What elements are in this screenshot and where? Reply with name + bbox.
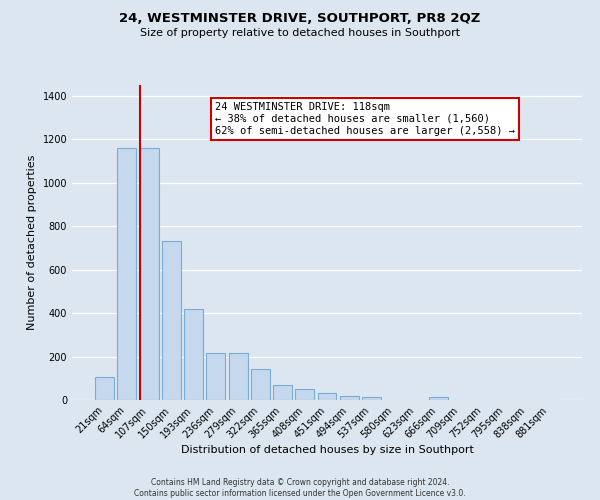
Bar xyxy=(162,242,181,400)
Y-axis label: Number of detached properties: Number of detached properties xyxy=(27,155,37,330)
Bar xyxy=(429,398,448,400)
Bar xyxy=(229,352,248,400)
Bar xyxy=(317,393,337,400)
Bar xyxy=(118,148,136,400)
Text: Contains HM Land Registry data © Crown copyright and database right 2024.
Contai: Contains HM Land Registry data © Crown c… xyxy=(134,478,466,498)
Bar xyxy=(95,377,114,400)
Bar xyxy=(184,309,203,400)
Bar xyxy=(273,385,292,400)
Bar xyxy=(251,368,270,400)
Text: 24 WESTMINSTER DRIVE: 118sqm
← 38% of detached houses are smaller (1,560)
62% of: 24 WESTMINSTER DRIVE: 118sqm ← 38% of de… xyxy=(215,102,515,136)
Text: 24, WESTMINSTER DRIVE, SOUTHPORT, PR8 2QZ: 24, WESTMINSTER DRIVE, SOUTHPORT, PR8 2Q… xyxy=(119,12,481,26)
Bar xyxy=(140,148,158,400)
Text: Size of property relative to detached houses in Southport: Size of property relative to detached ho… xyxy=(140,28,460,38)
Bar xyxy=(206,352,225,400)
Bar xyxy=(295,389,314,400)
Bar xyxy=(362,396,381,400)
X-axis label: Distribution of detached houses by size in Southport: Distribution of detached houses by size … xyxy=(181,446,473,456)
Bar xyxy=(340,396,359,400)
